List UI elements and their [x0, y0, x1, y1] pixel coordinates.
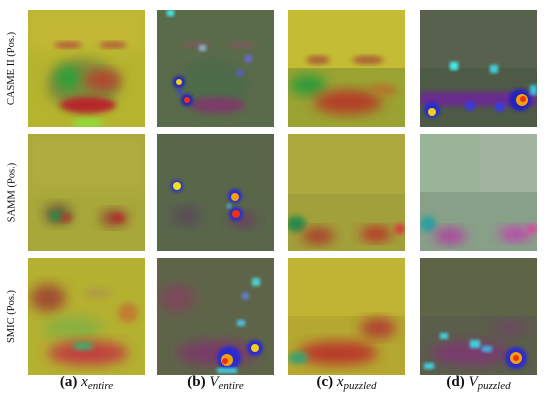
- image-casme-v-puzzled: [420, 10, 537, 127]
- caption-b: (b) Ventire: [187, 374, 244, 392]
- image-casme-x-entire: [28, 10, 145, 127]
- image-casme-x-puzzled: [288, 10, 405, 127]
- image-smic-v-entire: [157, 258, 274, 375]
- image-smic-x-entire: [28, 258, 145, 375]
- caption-d: (d) Vpuzzled: [446, 374, 511, 392]
- image-samm-v-entire: [157, 134, 274, 251]
- row-label-samm: SAMM (Pos.): [6, 162, 18, 223]
- row-label-smic: SMIC (Pos.): [6, 289, 18, 344]
- image-smic-v-puzzled: [420, 258, 537, 375]
- row-label-casme: CASME II (Pos.): [6, 31, 18, 106]
- image-samm-x-entire: [28, 134, 145, 251]
- caption-c: (c) xpuzzled: [316, 374, 377, 392]
- image-samm-v-puzzled: [420, 134, 537, 251]
- image-casme-v-entire: [157, 10, 274, 127]
- caption-a: (a) xentire: [59, 374, 114, 392]
- image-samm-x-puzzled: [288, 134, 405, 251]
- image-smic-x-puzzled: [288, 258, 405, 375]
